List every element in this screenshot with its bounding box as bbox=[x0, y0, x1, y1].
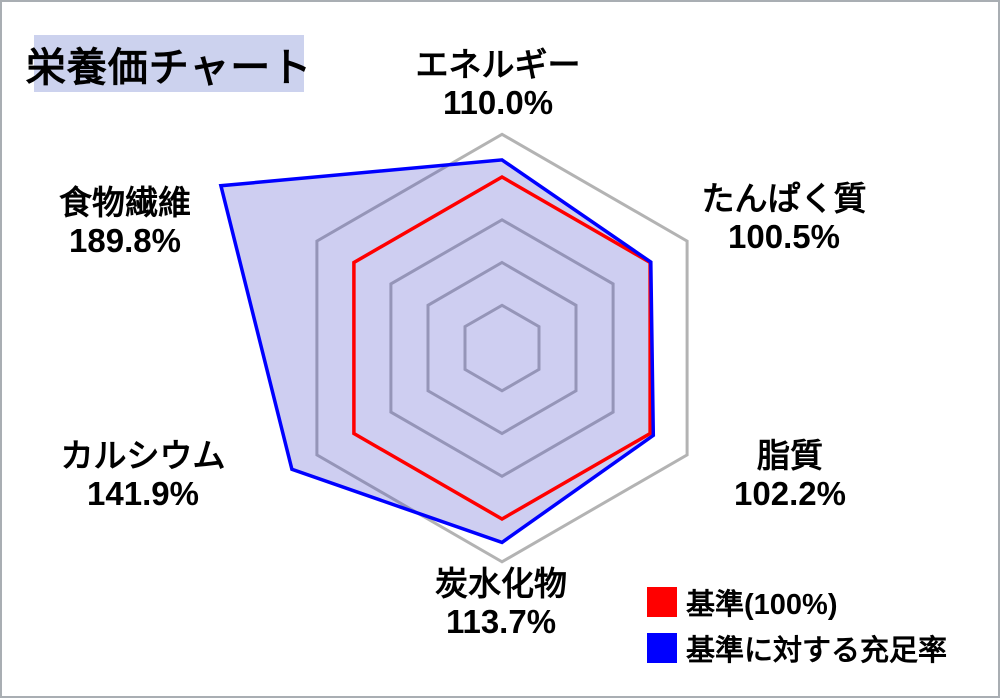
grid-rings bbox=[315, 132, 689, 564]
chart-title-box: 栄養価チャート bbox=[26, 35, 311, 92]
axis-label-energy: エネルギー 110.0% bbox=[416, 46, 581, 122]
chart-title: 栄養価チャート bbox=[25, 45, 313, 90]
axis-name: 脂質 bbox=[757, 437, 823, 474]
legend-item-fulfillment: 基準に対する充足率 bbox=[647, 625, 947, 671]
axis-label-protein: たんぱく質 100.5% bbox=[702, 180, 867, 256]
legend-label-reference: 基準(100%) bbox=[686, 589, 838, 621]
legend-swatch-fulfillment bbox=[647, 633, 677, 663]
axis-value: 100.5% bbox=[728, 218, 840, 255]
axis-value: 102.2% bbox=[734, 475, 846, 512]
axis-label-dietary-fiber: 食物繊維 189.8% bbox=[59, 184, 191, 260]
legend-label-fulfillment: 基準に対する充足率 bbox=[686, 635, 948, 667]
axis-label-calcium: カルシウム 141.9% bbox=[61, 437, 226, 513]
grid-ring-125pct bbox=[315, 132, 689, 564]
grid-ring-75pct bbox=[389, 218, 615, 479]
legend-item-reference: 基準(100%) bbox=[647, 579, 947, 625]
axis-name: エネルギー bbox=[415, 46, 581, 83]
axis-name: 食物繊維 bbox=[59, 184, 191, 221]
axis-value: 141.9% bbox=[87, 475, 199, 512]
grid-ring-50pct bbox=[426, 260, 578, 436]
axis-value: 110.0% bbox=[442, 84, 554, 121]
legend: 基準(100%) 基準に対する充足率 bbox=[647, 579, 947, 671]
grid-ring-25pct bbox=[463, 303, 541, 393]
axis-label-fat: 脂質 102.2% bbox=[734, 437, 846, 513]
axis-name: 炭水化物 bbox=[435, 565, 567, 602]
axis-name: カルシウム bbox=[60, 437, 226, 474]
data-polygon-fill bbox=[220, 159, 654, 543]
axis-value: 189.8% bbox=[69, 222, 181, 259]
legend-swatch-reference bbox=[647, 587, 677, 617]
axis-name: たんぱく質 bbox=[701, 180, 867, 217]
axis-label-carbohydrate: 炭水化物 113.7% bbox=[435, 565, 567, 641]
data-polygon-outline bbox=[218, 158, 656, 545]
axis-value: 113.7% bbox=[445, 603, 557, 640]
